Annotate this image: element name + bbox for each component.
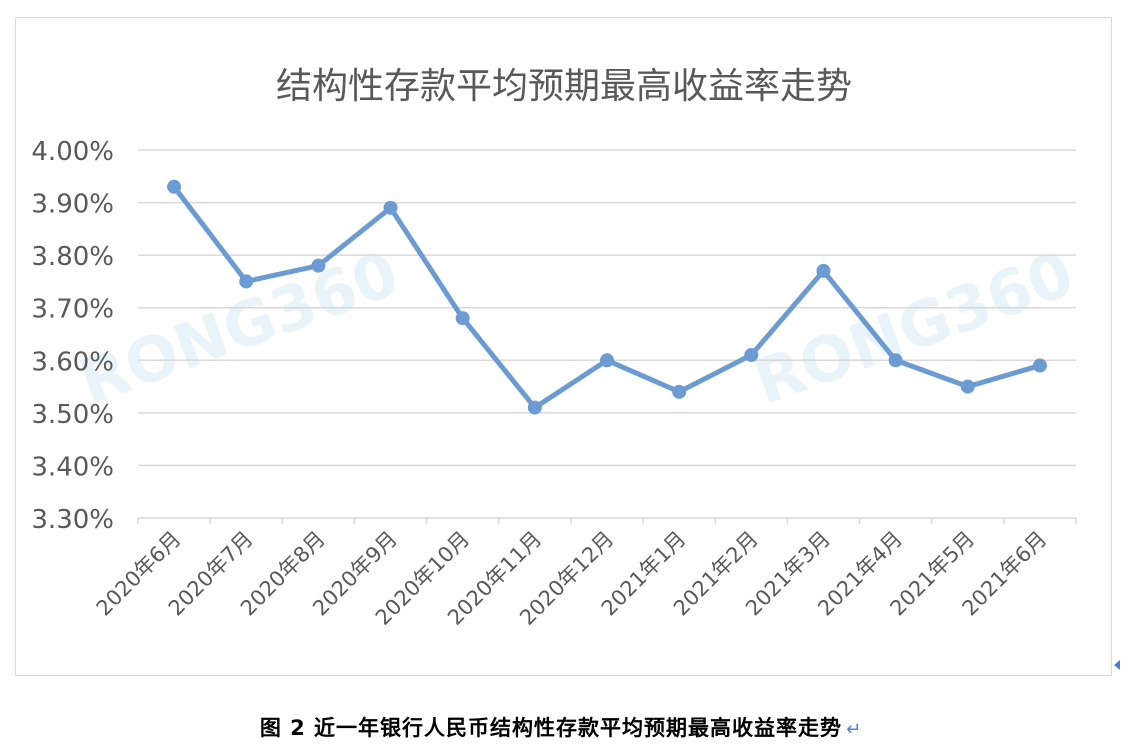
data-point [455,311,470,326]
y-tick-label: 3.80% [31,242,114,272]
data-point [1032,358,1047,373]
data-point [672,384,687,399]
watermarks: RONG360 RONG360 [70,237,1083,419]
y-axis: 3.30% 3.40% 3.50% 3.60% 3.70% 3.80% 3.90% 4.00% [31,137,114,535]
y-tick-label: 3.30% [31,505,114,535]
y-tick-label: 3.70% [31,295,114,325]
y-tick-label: 3.50% [31,400,114,430]
data-point [960,379,975,394]
watermark-text: RONG360 [70,237,408,419]
data-point [383,200,398,215]
series-1 [167,179,1047,415]
grid-lines [138,149,1076,519]
x-axis: 2020年6月2020年7月2020年8月2020年9月2020年10月2020… [92,518,1077,630]
anchor-marker [1114,660,1120,670]
y-tick-label: 4.00% [31,137,114,167]
watermark-text: RONG360 [745,237,1083,419]
data-point [600,353,614,368]
data-point [167,179,182,194]
y-tick-label: 3.60% [31,347,114,377]
line-chart: 结构性存款平均预期最高收益率走势 RONG360 RONG360 3.30% 3.4… [31,66,1083,630]
data-point [311,258,326,273]
paragraph-return-icon: ↵ [846,719,863,740]
chart-frame: 结构性存款平均预期最高收益率走势 RONG360 RONG360 3.30% 3.4… [15,17,1112,676]
figure-caption: 图 2 近一年银行人民币结构性存款平均预期最高收益率走势 ↵ [0,712,1122,742]
data-point [888,353,903,368]
y-tick-label: 3.40% [31,452,114,482]
data-point [239,274,254,289]
data-point [816,263,831,278]
y-tick-label: 3.90% [31,190,114,220]
data-point [744,348,759,363]
caption-text: 图 2 近一年银行人民币结构性存款平均预期最高收益率走势 [259,716,843,740]
chart-title: 结构性存款平均预期最高收益率走势 [276,66,852,107]
data-point [527,400,542,415]
